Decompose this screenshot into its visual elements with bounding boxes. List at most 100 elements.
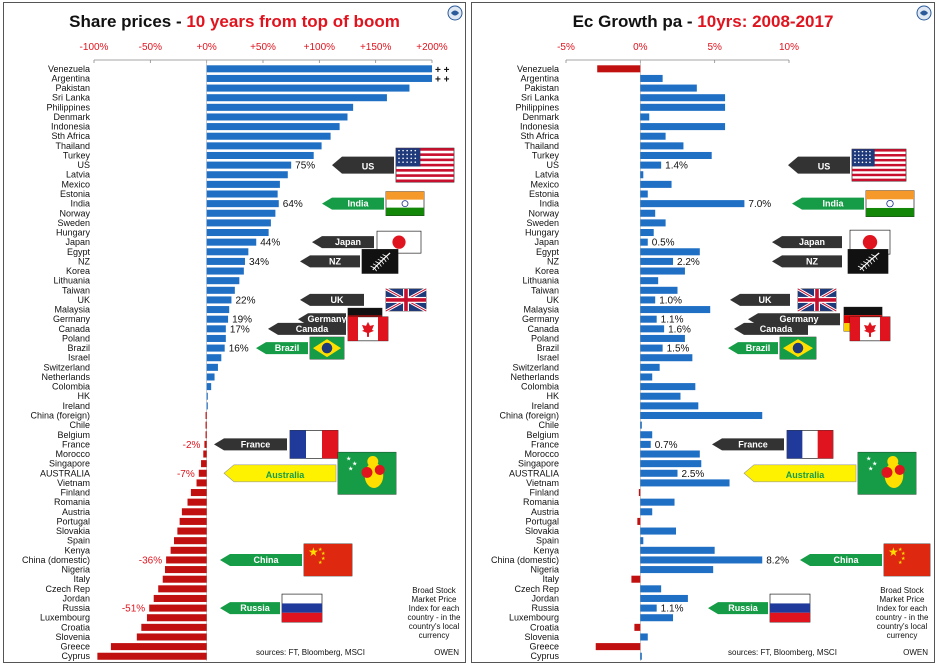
- callout-label: Japan: [335, 237, 361, 247]
- category-label-china-foreign: China (foreign): [499, 410, 559, 420]
- bar-taiwan: [206, 286, 235, 294]
- bar-estonia: [640, 190, 648, 198]
- bar-hungary: [640, 229, 654, 237]
- flag-stripe: [852, 178, 906, 182]
- category-label-austria: Austria: [531, 507, 559, 517]
- data-label-us: 1.4%: [665, 161, 688, 172]
- category-label-china-domestic: China (domestic): [22, 555, 90, 565]
- flag-star: [414, 161, 417, 163]
- category-label-korea: Korea: [66, 266, 90, 276]
- data-label-russia: -51%: [122, 604, 145, 615]
- bar-czech-rep: [158, 585, 207, 593]
- x-tick-label: +100%: [304, 42, 336, 53]
- bar-denmark: [640, 113, 650, 121]
- flag-uk: [797, 287, 837, 313]
- callout-uk: UK: [730, 287, 837, 313]
- brand-text: OWEN: [434, 648, 459, 657]
- flag-frond: [864, 265, 867, 270]
- category-label-romania: Romania: [54, 497, 90, 507]
- bar-sri-lanka: [640, 94, 726, 102]
- callout-brazil: Brazil: [728, 336, 817, 360]
- flag-india: [865, 190, 915, 217]
- category-label-cyprus: Cyprus: [61, 651, 90, 661]
- note-line: country's local: [409, 622, 460, 631]
- flag-star: [854, 157, 856, 160]
- category-label-chile: Chile: [538, 420, 559, 430]
- category-label-germany: Germany: [522, 314, 560, 324]
- flag-star: [398, 157, 400, 160]
- category-label-russia: Russia: [62, 603, 90, 613]
- bar-czech-rep: [640, 585, 662, 593]
- growth-panel: Ec Growth pa - 10yrs: 2008-2017 -5% 0% 5% 10…: [471, 2, 935, 663]
- flag-brazil: [779, 336, 817, 360]
- category-label-singapore: Singapore: [518, 459, 559, 469]
- category-label-france: France: [62, 439, 90, 449]
- flag-japan: [376, 230, 422, 254]
- flag-frond: [386, 256, 389, 260]
- boxing-glove: [361, 466, 373, 478]
- callout-label: US: [362, 162, 375, 172]
- category-label-egypt: Egypt: [536, 247, 560, 257]
- category-label-malaysia: Malaysia: [54, 305, 90, 315]
- callout-label: France: [738, 439, 768, 449]
- callout-arrow: [708, 602, 768, 615]
- category-label-latvia: Latvia: [535, 170, 559, 180]
- bar-belgium: [205, 431, 207, 439]
- callout-arrow: [772, 236, 842, 249]
- category-label-norway: Norway: [528, 208, 559, 218]
- flag-star: [402, 153, 404, 156]
- bar-estonia: [206, 190, 278, 198]
- flag-band: [850, 316, 860, 341]
- bar-taiwan: [640, 286, 678, 294]
- bar-spain: [173, 537, 207, 545]
- bar-spain: [640, 537, 644, 545]
- category-label-taiwan: Taiwan: [62, 285, 90, 295]
- category-label-morocco: Morocco: [55, 449, 90, 459]
- flag-frond: [857, 265, 863, 269]
- flag-wheel: [401, 200, 409, 208]
- flag-france: [786, 430, 834, 459]
- callout-arrow: [214, 438, 287, 451]
- bar-luxembourg: [640, 614, 674, 622]
- flag-russia: [281, 593, 323, 623]
- bar-portugal: [637, 517, 641, 525]
- bar-hk: [206, 392, 208, 400]
- bar-jordan: [640, 594, 688, 602]
- bar-malaysia: [640, 306, 711, 314]
- flag-star: [406, 161, 408, 163]
- flag-canton: [396, 148, 421, 167]
- category-label-japan: Japan: [534, 237, 559, 247]
- flag-china: ★ ★★★★: [883, 543, 931, 577]
- data-label-russia: 1.1%: [661, 604, 684, 615]
- callout-label: NZ: [806, 256, 818, 266]
- flag-star: [414, 149, 417, 152]
- data-label-china-domestic: -36%: [139, 555, 162, 566]
- callout-arrow: [734, 322, 808, 335]
- flag-frond: [875, 256, 878, 260]
- flag-uk: [385, 287, 427, 313]
- flag-kangaroo: ★★★: [337, 451, 397, 495]
- category-label-canada: Canada: [58, 324, 90, 334]
- flag-frond: [869, 260, 873, 265]
- category-label-argentina: Argentina: [520, 73, 559, 83]
- callout-russia: Russia: [220, 593, 323, 623]
- bar-israel: [206, 354, 222, 362]
- bar-jordan: [153, 594, 207, 602]
- x-tick-label: 0%: [633, 42, 648, 53]
- bar-hk: [640, 392, 681, 400]
- bar-malaysia: [206, 306, 230, 314]
- bar-nigeria: [164, 566, 207, 574]
- bar-sth-africa: [640, 132, 666, 140]
- chart-title-highlight: 10 years from top of boom: [186, 12, 399, 31]
- bar-sth-africa: [206, 132, 331, 140]
- bar-philippines: [206, 103, 354, 111]
- category-label-sth-africa: Sth Africa: [520, 131, 559, 141]
- bar-indonesia: [206, 123, 340, 131]
- category-label-portugal: Portugal: [56, 516, 90, 526]
- bar-thailand: [640, 142, 684, 150]
- bar-poland: [206, 334, 226, 342]
- flag-star: [410, 153, 413, 156]
- bar-germany: [640, 315, 657, 323]
- data-label-india: 64%: [283, 199, 303, 210]
